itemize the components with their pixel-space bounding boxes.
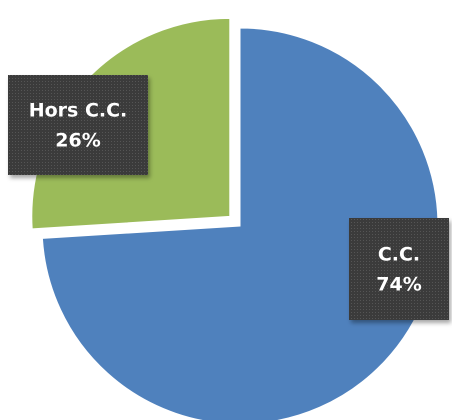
label-box bbox=[8, 75, 148, 175]
category-label: C.C. bbox=[378, 244, 420, 266]
value-label: 74% bbox=[376, 274, 421, 296]
pie-slice bbox=[41, 27, 439, 420]
data-labels: C.C. 74% Hors C.C. 26% bbox=[8, 75, 449, 320]
value-label: 26% bbox=[55, 130, 100, 152]
label-box bbox=[349, 218, 449, 320]
category-label: Hors C.C. bbox=[29, 100, 128, 122]
